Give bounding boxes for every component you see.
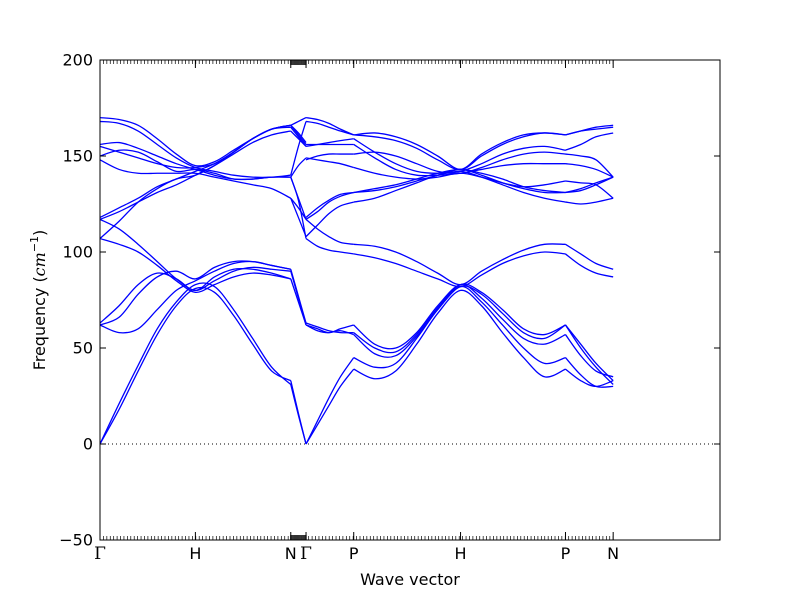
branch-line-seg4-b8 (565, 176, 614, 194)
plot-frame (99, 59, 721, 541)
branch-line-seg0-b5 (99, 237, 291, 293)
y-tick-label: −50 (59, 531, 93, 550)
branch-line-seg0-b14 (99, 120, 291, 179)
branch-line-seg1-b13 (290, 124, 307, 145)
branch-line-seg2-b6 (305, 218, 354, 245)
branch-line-seg2-b5 (305, 238, 354, 255)
x-tick-label: P (561, 544, 571, 563)
branch-line-seg0-b10 (99, 159, 292, 199)
branch-line-seg2-b4 (305, 322, 354, 334)
branch-line-seg2-b9 (305, 191, 354, 220)
branch-line-seg4-b5 (565, 253, 614, 278)
y-tick-label: 100 (62, 243, 93, 262)
branch-line-seg4-b7 (565, 197, 614, 205)
branch-line-seg1-b10 (290, 197, 307, 220)
branch-line-seg1-b8 (290, 130, 307, 147)
branch-line-seg1-b15 (290, 117, 307, 126)
y-axis-label-unit: cm (30, 252, 49, 276)
branch-line-seg4-b11 (565, 153, 614, 178)
branch-line-seg0-b12 (99, 141, 291, 181)
branch-line-seg0-b15 (99, 116, 291, 167)
plot-background (100, 60, 720, 540)
branch-line-seg2-b3 (305, 324, 354, 336)
branch-line-seg2-b14 (305, 120, 354, 136)
branch-line-seg3-b5 (353, 251, 566, 288)
x-tick-label: H (189, 544, 201, 563)
branch-line-seg2-b1 (305, 357, 355, 445)
branch-line-seg2-b10 (305, 157, 354, 169)
x-axis-label: Wave vector (360, 570, 460, 589)
branch-line-seg4-b0 (565, 368, 614, 388)
branch-line-seg4-b12 (565, 163, 614, 178)
branch-line-seg4-b6 (565, 243, 614, 270)
phonon-branches (99, 116, 614, 445)
branch-line-seg2-b0 (305, 368, 355, 445)
branch-line-seg2-b11 (305, 153, 354, 161)
branch-line-seg2-b13 (305, 138, 354, 148)
branch-line-seg1-b4 (290, 271, 307, 326)
branch-line-seg3-b6 (353, 243, 566, 286)
x-tick-label: Γ (300, 544, 312, 564)
y-axis: −50 0 50 100 150 200 (59, 51, 720, 550)
x-tick-label: N (285, 544, 297, 563)
branch-line-seg1-b1 (290, 384, 307, 445)
y-tick-label: 150 (62, 147, 93, 166)
branch-line-seg1-b11 (290, 176, 307, 239)
branch-line-seg4-b4 (564, 324, 614, 382)
branch-line-seg4-b3 (564, 324, 614, 385)
y-tick-label: 50 (73, 339, 93, 358)
branch-line-seg2-b15 (305, 116, 354, 136)
y-tick-label: 200 (62, 51, 93, 70)
plot-area (99, 59, 721, 541)
branch-line-seg2-b7 (305, 201, 354, 238)
y-tick-label: 0 (83, 435, 93, 454)
branch-line-seg4-b1 (564, 357, 614, 388)
branch-line-seg2-b8 (305, 191, 354, 218)
branch-line-seg4-b10 (565, 180, 614, 199)
branch-line-seg4-b9 (565, 176, 614, 194)
branch-line-seg0-b4 (99, 260, 291, 326)
branch-line-seg4-b2 (564, 334, 614, 378)
branch-line-seg3-b12 (353, 143, 566, 177)
y-axis-label-exponent: −1 (28, 236, 41, 252)
branch-line-seg0-b1 (99, 282, 292, 445)
x-tick-label: H (455, 544, 467, 563)
branch-line-seg3-b0 (353, 289, 566, 380)
y-axis-label: Frequency (cm−1) (28, 230, 49, 371)
branch-line-seg4-b15 (565, 126, 614, 136)
branch-line-seg0-b0 (99, 286, 292, 445)
x-tick-label: P (349, 544, 359, 563)
branch-line-seg0-b8 (99, 130, 291, 240)
x-tick-label: Γ (94, 544, 106, 564)
branch-line-seg1-b12 (290, 157, 307, 178)
branch-line-seg0-b6 (99, 218, 291, 292)
x-tick-label: N (607, 544, 619, 563)
branch-line-seg3-b15 (353, 132, 566, 171)
branch-line-seg4-b13 (565, 132, 614, 151)
y-axis-label-suffix: ) (30, 230, 49, 236)
y-axis-label-prefix: Frequency ( (30, 276, 49, 370)
branch-line-seg3-b13 (353, 138, 566, 174)
branch-line-seg1-b14 (290, 121, 307, 176)
